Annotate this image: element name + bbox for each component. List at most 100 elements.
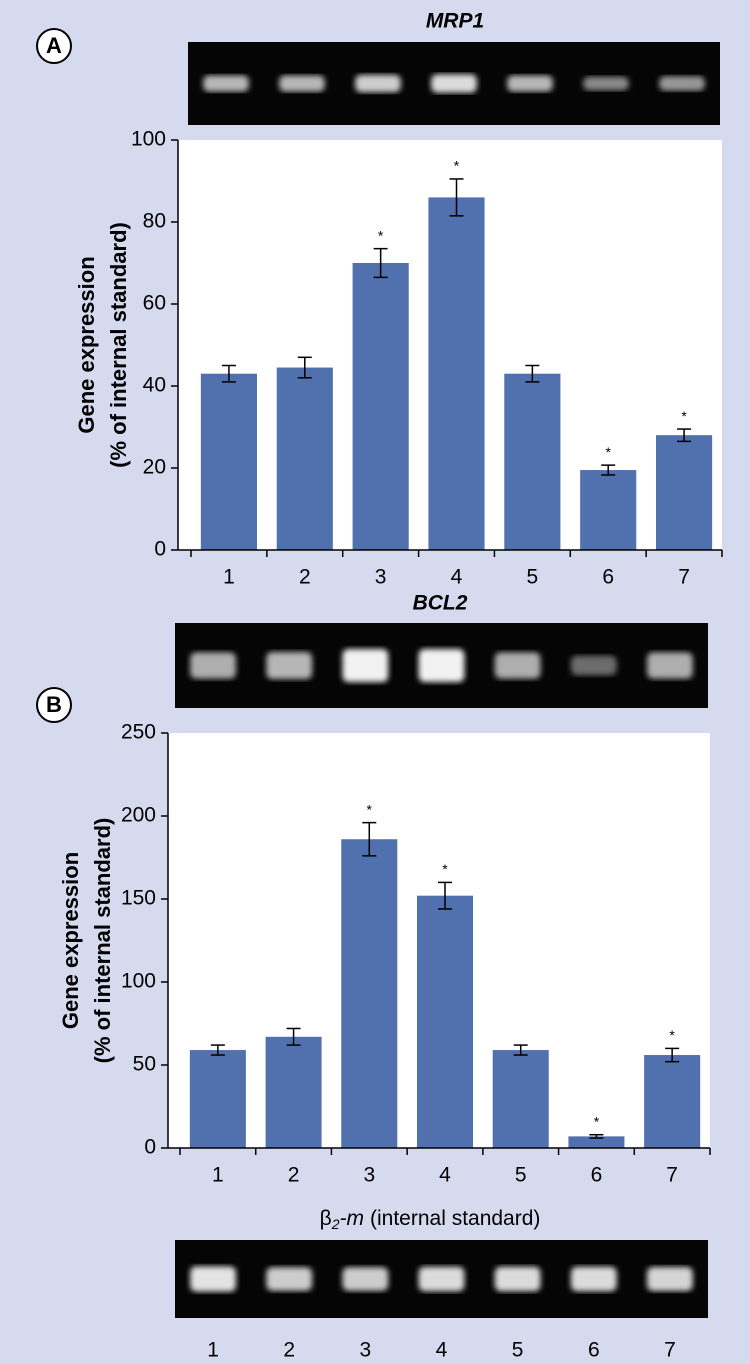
lane-label: 2 (283, 1339, 295, 1362)
y-tick-label: 0 (154, 538, 166, 561)
x-tick-label: 1 (223, 566, 235, 589)
significance-marker: * (669, 1027, 675, 1043)
bar (580, 470, 637, 550)
x-tick-label: 7 (666, 1164, 678, 1187)
x-tick-label: 5 (515, 1164, 527, 1187)
gel-band (570, 1266, 617, 1292)
error-bar (438, 881, 452, 910)
gel-band (583, 76, 629, 91)
gel-band (266, 652, 313, 679)
gel-band (570, 655, 617, 676)
y-tick-label: 200 (121, 804, 156, 827)
x-tick-label: 4 (439, 1164, 451, 1187)
error-bar (449, 178, 464, 217)
gel-band (355, 74, 401, 93)
bar (416, 895, 474, 1148)
error-bar (373, 247, 388, 279)
x-tick-label: 3 (363, 1164, 375, 1187)
significance-marker: * (594, 1113, 600, 1129)
y-tick-label: 40 (143, 374, 166, 397)
y-tick-label: 80 (143, 210, 166, 233)
bar (352, 263, 409, 550)
gel-band (190, 1266, 236, 1292)
y-tick-label: 20 (143, 456, 166, 479)
error-bar (297, 356, 312, 379)
y-tick-label: 50 (133, 1053, 156, 1076)
x-tick-label: 6 (591, 1164, 603, 1187)
gel-band (494, 652, 541, 679)
y-tick-label: 100 (121, 970, 156, 993)
bar (200, 373, 257, 550)
significance-marker: * (442, 861, 448, 877)
y-tick-label: 150 (121, 887, 156, 910)
y-tick-label: 60 (143, 292, 166, 315)
x-tick-label: 2 (288, 1164, 300, 1187)
y-axis-label: Gene expression (58, 852, 83, 1029)
gel-band (342, 649, 389, 682)
error-bar (286, 1027, 301, 1046)
error-bar (525, 364, 540, 383)
bar (492, 1050, 549, 1148)
x-tick-label: 4 (451, 566, 463, 589)
panel-badge (36, 28, 72, 64)
error-bar (362, 821, 377, 857)
bar (656, 435, 713, 550)
error-bar (513, 1044, 528, 1056)
bar (428, 197, 485, 550)
standard-title: β2-m (internal standard) (320, 1207, 541, 1232)
significance-marker: * (681, 408, 687, 424)
bar (644, 1055, 701, 1148)
y-axis-label: Gene expression (74, 256, 99, 433)
bar (189, 1050, 246, 1148)
gel-title: MRP1 (426, 10, 484, 33)
x-tick-label: 3 (375, 566, 387, 589)
subscript: 2 (331, 1216, 340, 1232)
panel-label: B (46, 692, 62, 717)
bar (568, 1136, 625, 1148)
significance-marker: * (605, 444, 611, 460)
lane-label: 4 (436, 1339, 448, 1362)
symbol: β (320, 1207, 332, 1230)
gel-band (190, 652, 236, 679)
significance-marker: * (378, 227, 384, 243)
error-bar (210, 1044, 225, 1056)
gel-band (279, 75, 325, 92)
x-tick-label: 1 (212, 1164, 224, 1187)
error-bar (589, 1133, 604, 1139)
gel-band (342, 1267, 389, 1291)
y-axis-label: (% of internal standard) (90, 818, 115, 1064)
y-tick-label: 250 (121, 721, 156, 744)
gene: -m (339, 1207, 364, 1230)
gel-band (418, 649, 465, 682)
gel-band (203, 75, 249, 92)
y-tick-label: 0 (144, 1136, 156, 1159)
error-bar (601, 464, 616, 476)
lane-label: 1 (207, 1339, 219, 1362)
lane-label: 7 (664, 1339, 676, 1362)
gel-band (418, 1266, 465, 1292)
x-tick-label: 5 (527, 566, 539, 589)
panel-label: A (46, 33, 62, 58)
gel-band (659, 76, 705, 91)
y-tick-label: 100 (131, 128, 166, 151)
panel-badge (36, 687, 72, 723)
bar (504, 373, 561, 550)
gel-band (494, 1266, 541, 1292)
gel-band (647, 1267, 693, 1291)
gel-band (647, 652, 693, 679)
error-bar (221, 364, 236, 383)
note: (internal standard) (370, 1207, 540, 1230)
y-axis-label: (% of internal standard) (106, 222, 131, 468)
error-bar (665, 1047, 680, 1063)
lane-label: 5 (512, 1339, 524, 1362)
significance-marker: * (367, 801, 373, 817)
gel-title: BCL2 (413, 592, 468, 615)
x-tick-label: 2 (299, 566, 311, 589)
significance-marker: * (454, 158, 460, 174)
bar (265, 1036, 322, 1148)
lane-label: 6 (588, 1339, 600, 1362)
gel-band (266, 1267, 313, 1291)
lane-label: 3 (360, 1339, 372, 1362)
gel-band (507, 75, 553, 92)
